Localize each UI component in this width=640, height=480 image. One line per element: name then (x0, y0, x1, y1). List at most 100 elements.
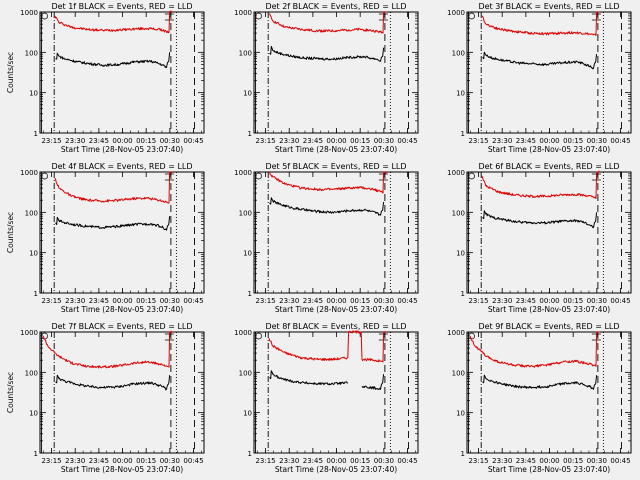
y-tick-label: 100 (239, 369, 252, 377)
x-tick-label: 00:00 (112, 457, 132, 465)
x-tick-label: 00:30 (374, 297, 394, 305)
x-tick-label: 00:00 (326, 457, 346, 465)
plot-frame (39, 11, 205, 134)
y-tick-label: 100 (239, 49, 252, 57)
y-axis-label: Counts/sec (6, 212, 15, 253)
lld-series-line (54, 10, 173, 34)
x-tick-label: 23:30 (492, 137, 512, 145)
events-series-line (55, 374, 171, 391)
chart-panel-7: Det 7f BLACK = Events, RED = LLD 1 10 100 10… (6, 322, 205, 474)
y-tick-label: 10 (29, 90, 38, 98)
plot-frame (39, 171, 205, 294)
x-tick-label: 00:00 (112, 297, 132, 305)
x-tick-label: 00:30 (160, 297, 180, 305)
x-tick-label: 00:30 (160, 457, 180, 465)
x-tick-label: 23:45 (516, 137, 536, 145)
x-axis-label: Start Time (28-Nov-05 23:07:40) (488, 465, 610, 474)
x-axis-label: Start Time (28-Nov-05 23:07:40) (61, 145, 183, 154)
chart-panel-4: Det 4f BLACK = Events, RED = LLD 1 10 100 10… (6, 162, 205, 314)
x-axis-label: Start Time (28-Nov-05 23:07:40) (488, 305, 610, 314)
lld-series-line (481, 11, 600, 37)
chart-panel-1: Det 1f BLACK = Events, RED = LLD 1 10 100 10… (6, 2, 205, 154)
x-axis-label: Start Time (28-Nov-05 23:07:40) (275, 465, 397, 474)
chart-title: Det 1f BLACK = Events, RED = LLD (51, 2, 192, 11)
y-tick-label: 100 (25, 49, 38, 57)
chart-panel-6: Det 6f BLACK = Events, RED = LLD 1 10 100 10… (447, 162, 632, 314)
chart-title: Det 3f BLACK = Events, RED = LLD (478, 2, 619, 11)
chart-title: Det 2f BLACK = Events, RED = LLD (265, 2, 406, 11)
start-glyph (41, 172, 48, 180)
lld-series-line (268, 171, 387, 194)
x-tick-label: 00:30 (374, 457, 394, 465)
chart-title: Det 9f BLACK = Events, RED = LLD (478, 322, 619, 331)
plot-frame (253, 331, 419, 454)
chart-panel-9: Det 9f BLACK = Events, RED = LLD 1 10 100 10… (447, 322, 632, 474)
x-tick-label: 00:45 (183, 297, 203, 305)
x-tick-label: 00:15 (350, 297, 370, 305)
x-tick-label: 00:15 (136, 297, 156, 305)
y-tick-label: 1000 (447, 9, 465, 17)
x-tick-label: 00:15 (563, 137, 583, 145)
y-tick-label: 1000 (234, 9, 252, 17)
chart-panel-5: Det 5f BLACK = Events, RED = LLD 1 10 100 10… (234, 162, 419, 314)
x-tick-label: 23:30 (492, 457, 512, 465)
x-tick-label: 23:45 (89, 297, 109, 305)
x-tick-label: 23:45 (303, 297, 323, 305)
x-tick-label: 00:30 (587, 137, 607, 145)
x-tick-label: 23:15 (468, 457, 488, 465)
chart-title: Det 4f BLACK = Events, RED = LLD (51, 162, 192, 171)
y-tick-label: 1000 (234, 329, 252, 337)
chart-panel-8: Det 8f BLACK = Events, RED = LLD 1 10 100 10… (234, 322, 419, 474)
plot-frame (39, 331, 205, 454)
y-tick-label: 10 (456, 250, 465, 258)
x-tick-label: 23:15 (255, 297, 275, 305)
chart-title: Det 6f BLACK = Events, RED = LLD (478, 162, 619, 171)
y-axis-label: Counts/sec (6, 52, 15, 93)
x-tick-label: 00:45 (610, 297, 630, 305)
x-tick-label: 00:45 (397, 457, 417, 465)
y-tick-label: 1000 (447, 169, 465, 177)
x-tick-label: 00:15 (563, 457, 583, 465)
x-tick-label: 00:00 (539, 457, 559, 465)
x-tick-label: 00:00 (112, 137, 132, 145)
y-tick-label: 100 (239, 209, 252, 217)
plot-frame (466, 171, 632, 294)
x-tick-label: 00:45 (183, 457, 203, 465)
lld-series-line (268, 330, 387, 363)
events-series-line (482, 210, 598, 229)
y-tick-label: 10 (456, 90, 465, 98)
y-tick-label: 1 (461, 130, 465, 138)
plot-frame (466, 331, 632, 454)
y-tick-label: 100 (452, 49, 465, 57)
events-series-line (55, 52, 171, 68)
y-tick-label: 1000 (234, 169, 252, 177)
lld-series-line (481, 170, 600, 199)
x-tick-label: 23:15 (41, 137, 61, 145)
plot-frame (253, 171, 419, 294)
chart-title: Det 8f BLACK = Events, RED = LLD (265, 322, 406, 331)
x-tick-label: 00:15 (136, 457, 156, 465)
x-tick-label: 23:15 (41, 457, 61, 465)
x-axis-label: Start Time (28-Nov-05 23:07:40) (275, 145, 397, 154)
y-tick-label: 1 (248, 290, 252, 298)
x-tick-label: 00:00 (539, 137, 559, 145)
events-series-line (269, 197, 385, 216)
lld-series-line (54, 171, 173, 204)
y-tick-label: 1 (34, 450, 38, 458)
x-tick-label: 23:15 (468, 137, 488, 145)
x-tick-label: 00:15 (563, 297, 583, 305)
start-glyph (255, 172, 262, 180)
y-tick-label: 10 (243, 90, 252, 98)
y-tick-label: 100 (452, 369, 465, 377)
x-tick-label: 23:30 (279, 297, 299, 305)
chart-panel-2: Det 2f BLACK = Events, RED = LLD 1 10 100 10… (234, 2, 419, 154)
lld-series-line (469, 331, 600, 368)
x-axis-label: Start Time (28-Nov-05 23:07:40) (61, 465, 183, 474)
y-tick-label: 1 (34, 130, 38, 138)
y-axis-label: Counts/sec (6, 372, 15, 413)
x-tick-label: 23:45 (89, 457, 109, 465)
y-tick-label: 1000 (20, 169, 38, 177)
x-tick-label: 00:00 (326, 297, 346, 305)
x-tick-label: 23:45 (303, 137, 323, 145)
